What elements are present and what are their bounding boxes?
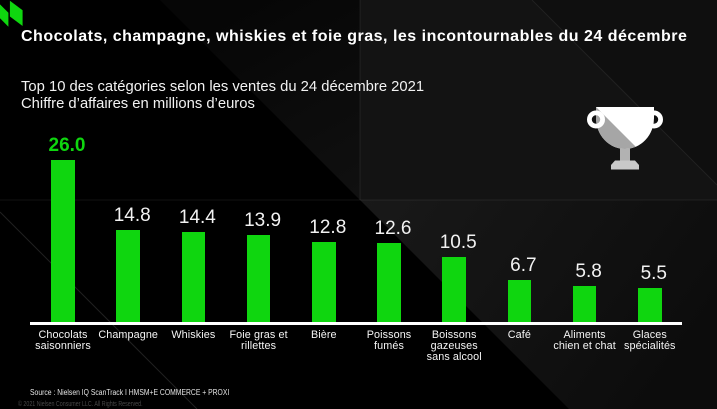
category-label-6: Poissons fumés: [366, 329, 412, 353]
value-label-2: 14.8: [113, 204, 151, 226]
trophy-icon: [587, 107, 664, 170]
value-label-8: 6.7: [510, 255, 537, 277]
slide-title: Chocolats, champagne, whiskies et foie g…: [21, 28, 688, 45]
bar-8: [507, 280, 532, 322]
x-axis-line: [30, 322, 682, 325]
subtitle-line-1: Top 10 des catégories selon les ventes d…: [21, 78, 425, 95]
value-label-3: 14.4: [178, 207, 216, 229]
category-label-3: Whiskies: [171, 329, 216, 341]
bar-5: [312, 242, 336, 322]
value-label-6: 12.6: [374, 218, 412, 240]
value-label-10: 5.5: [640, 262, 667, 284]
bar-7: [442, 256, 466, 322]
bar-6: [377, 243, 401, 322]
value-label-4: 13.9: [244, 210, 282, 232]
bar-9: [572, 285, 597, 322]
nielseniq-logo-icon: [0, 0, 23, 27]
category-label-10: Glaces spécialités: [624, 329, 676, 353]
bar-10: [638, 287, 662, 322]
value-label-9: 5.8: [575, 260, 602, 282]
bar-1: [51, 159, 75, 322]
category-label-2: Champagne: [98, 329, 159, 341]
subtitle-line-2: Chiffre d’affaires en millions d’euros: [21, 96, 255, 112]
value-label-7: 10.5: [439, 231, 477, 253]
value-label-1: 26.0: [48, 134, 86, 156]
source-note: Source : Nielsen IQ ScanTrack I HMSM+E C…: [30, 388, 230, 397]
category-label-8: Café: [507, 329, 531, 341]
category-label-5: Bière: [310, 329, 337, 341]
bar-4: [246, 235, 271, 322]
value-label-5: 12.8: [309, 217, 347, 239]
copyright-note: © 2021 Nielsen Consumer LLC. All Rights …: [17, 401, 143, 408]
bar-3: [181, 232, 206, 322]
category-label-9: Aliments chien et chat: [553, 329, 616, 353]
category-label-4: Foie gras et rillettes: [229, 329, 288, 353]
category-label-1: Chocolats saisonniers: [35, 329, 91, 353]
slide-subtitle: Top 10 des catégories selon les ventes d…: [21, 79, 424, 114]
bar-2: [116, 229, 140, 322]
category-label-7: Boissons gazeuses sans alcool: [426, 329, 482, 364]
